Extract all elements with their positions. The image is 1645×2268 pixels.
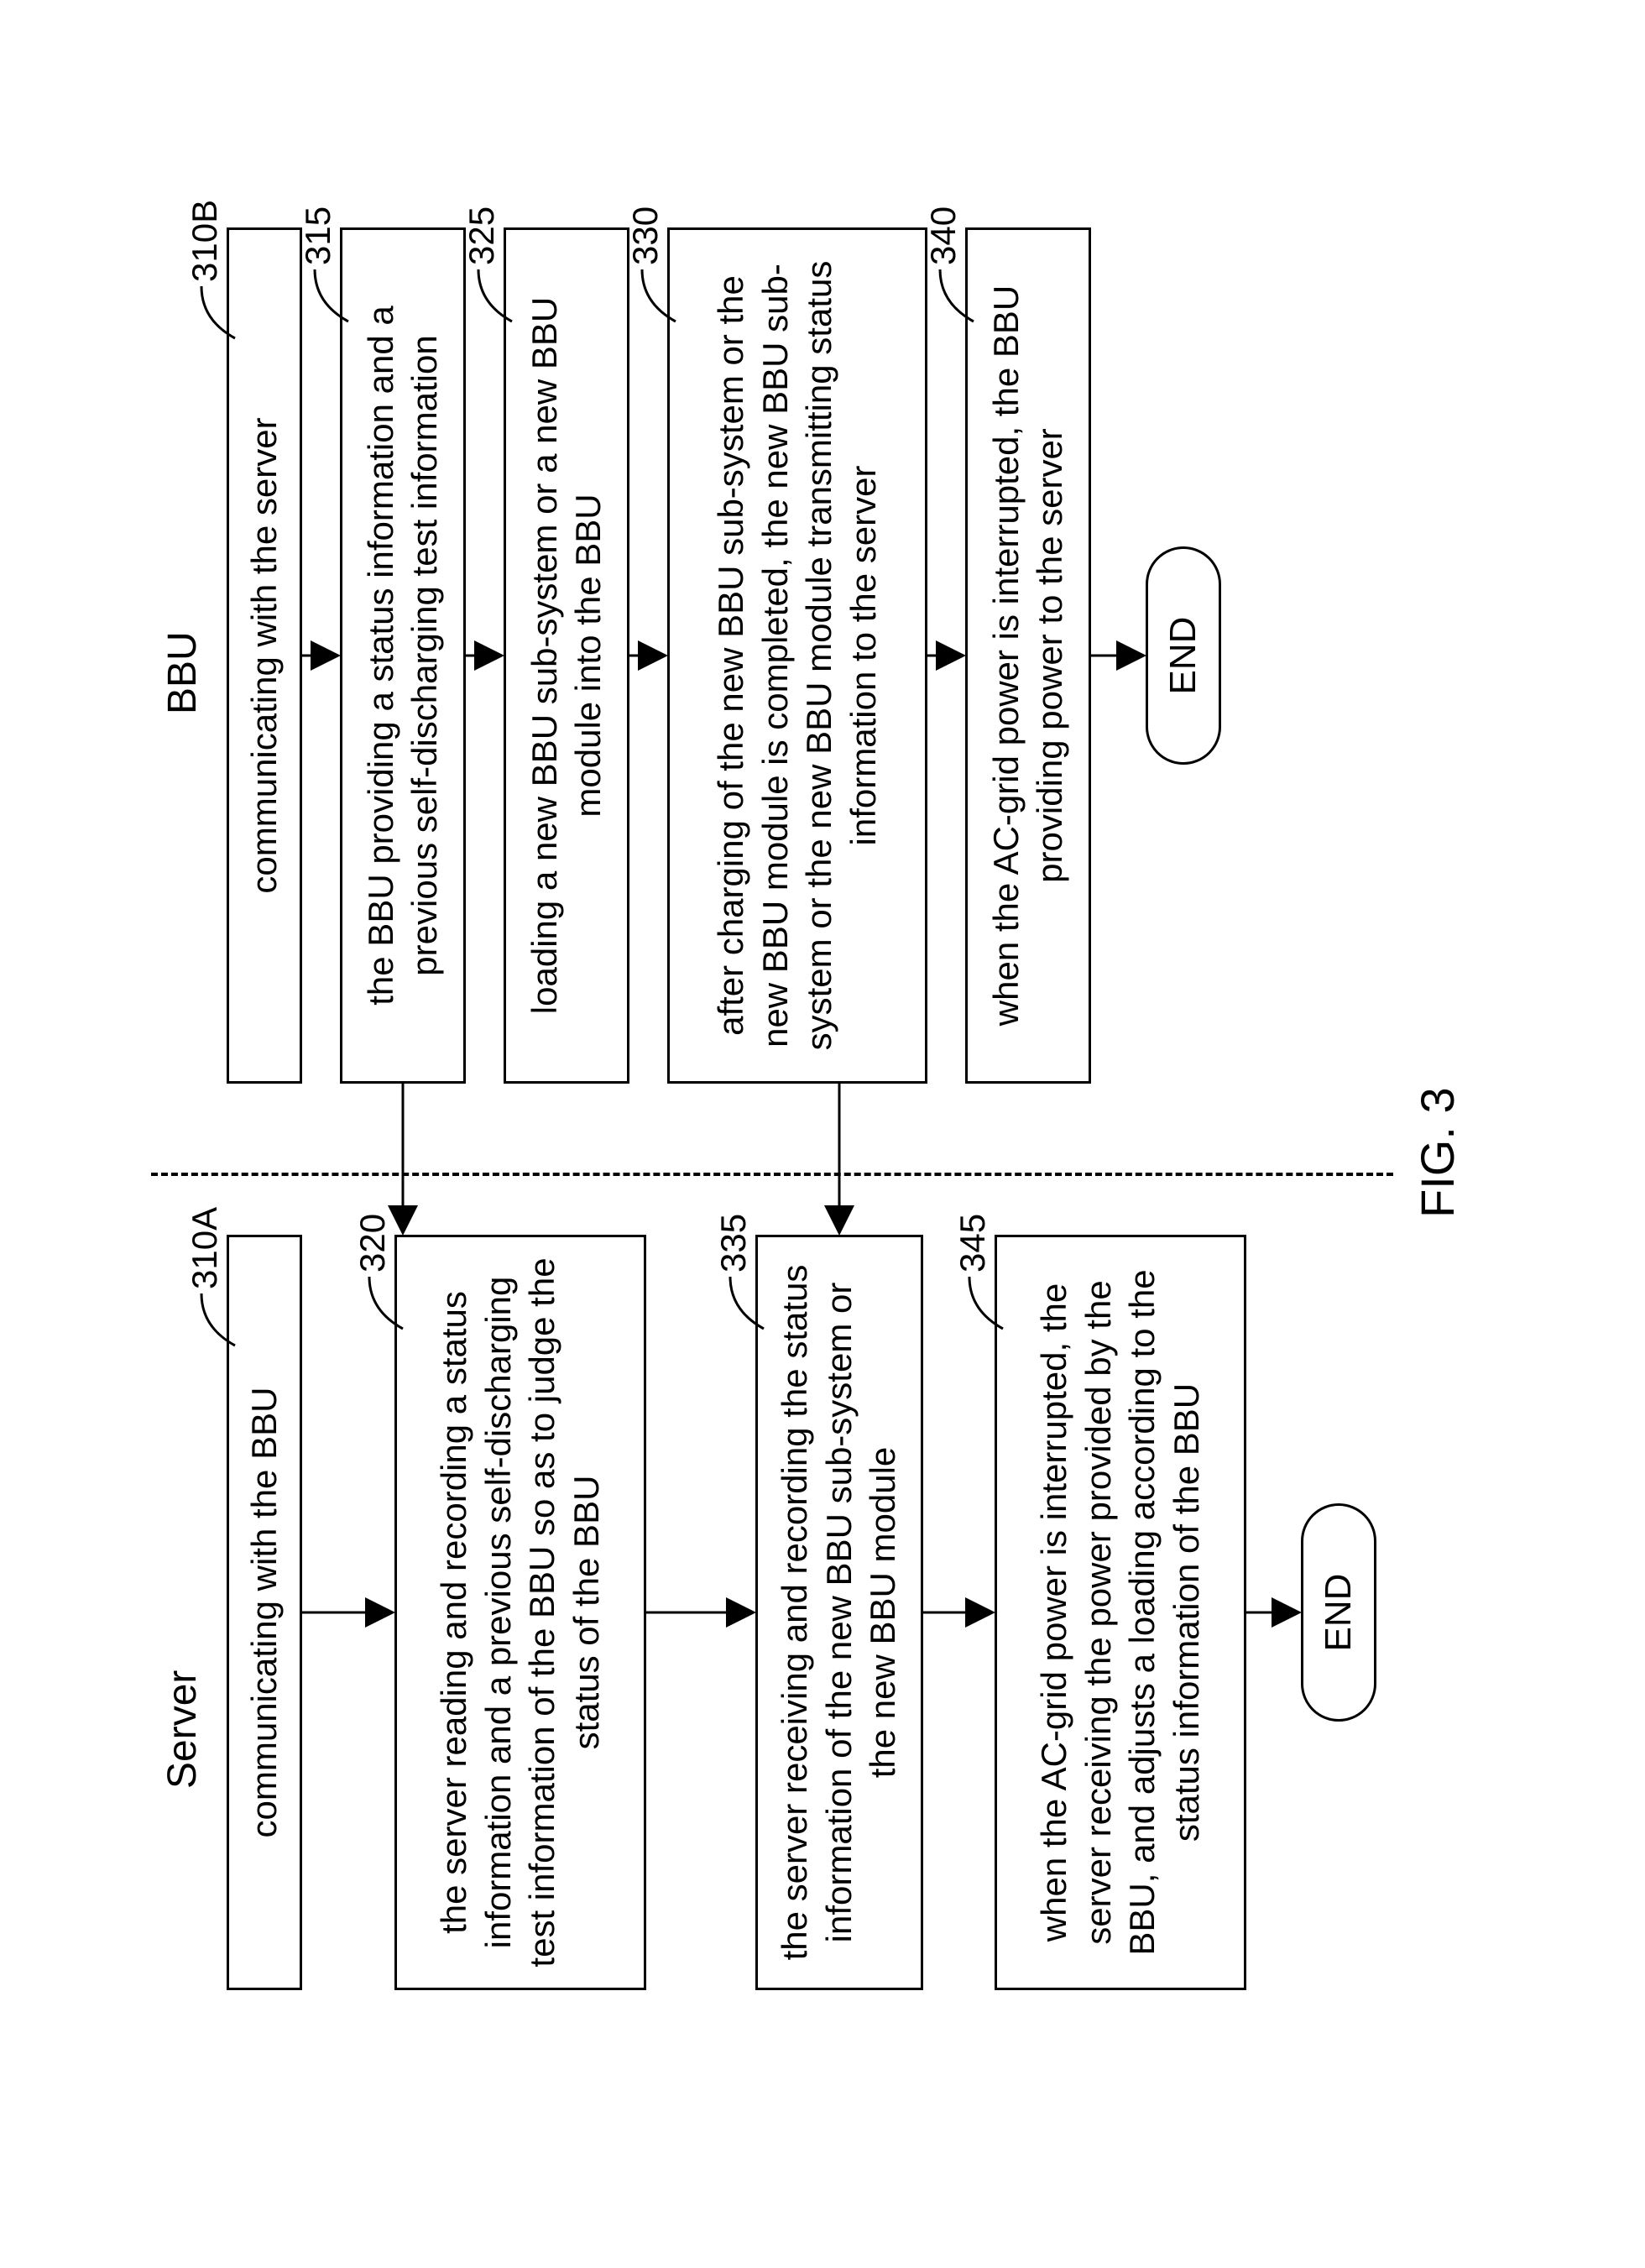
box-text: communicating with the BBU — [243, 1387, 287, 1838]
server-header: Server — [159, 1670, 206, 1789]
flowchart-canvas: Server BBU communicating with the BBU 31… — [151, 127, 1494, 2141]
ref-345: 345 — [961, 1210, 1020, 1335]
box-340: when the AC-grid power is interrupted, t… — [965, 227, 1091, 1084]
box-text: communicating with the server — [243, 417, 287, 893]
box-345: when the AC-grid power is interrupted, t… — [995, 1235, 1246, 1990]
end-label: END — [1162, 617, 1204, 695]
box-310B: communicating with the server — [227, 227, 302, 1084]
end-bbu: END — [1146, 546, 1221, 765]
end-label: END — [1318, 1574, 1360, 1652]
ref-315: 315 — [306, 202, 365, 328]
box-320: the server reading and recording a statu… — [394, 1235, 646, 1990]
ref-310B: 310B — [193, 211, 252, 345]
end-server: END — [1301, 1503, 1376, 1722]
ref-310A: 310A — [193, 1226, 252, 1352]
column-separator — [151, 1173, 1393, 1176]
box-text: after charging of the new BBU sub-system… — [709, 250, 885, 1061]
box-text: loading a new BBU sub-system or a new BB… — [523, 250, 611, 1061]
ref-320: 320 — [361, 1210, 420, 1335]
ref-340: 340 — [932, 202, 990, 328]
ref-325: 325 — [470, 202, 529, 328]
box-text: the BBU providing a status information a… — [359, 250, 447, 1061]
ref-330: 330 — [634, 202, 692, 328]
box-325: loading a new BBU sub-system or a new BB… — [504, 227, 629, 1084]
box-315: the BBU providing a status information a… — [340, 227, 466, 1084]
figure-label: FIG. 3 — [1410, 1087, 1465, 1218]
box-330: after charging of the new BBU sub-system… — [667, 227, 927, 1084]
box-text: the server reading and recording a statu… — [432, 1257, 608, 1968]
box-text: the server receiving and recording the s… — [773, 1257, 906, 1968]
box-text: when the AC-grid power is interrupted, t… — [1032, 1257, 1209, 1968]
bbu-header: BBU — [159, 631, 206, 714]
ref-335: 335 — [722, 1210, 781, 1335]
box-text: when the AC-grid power is interrupted, t… — [984, 250, 1073, 1061]
box-335: the server receiving and recording the s… — [755, 1235, 923, 1990]
